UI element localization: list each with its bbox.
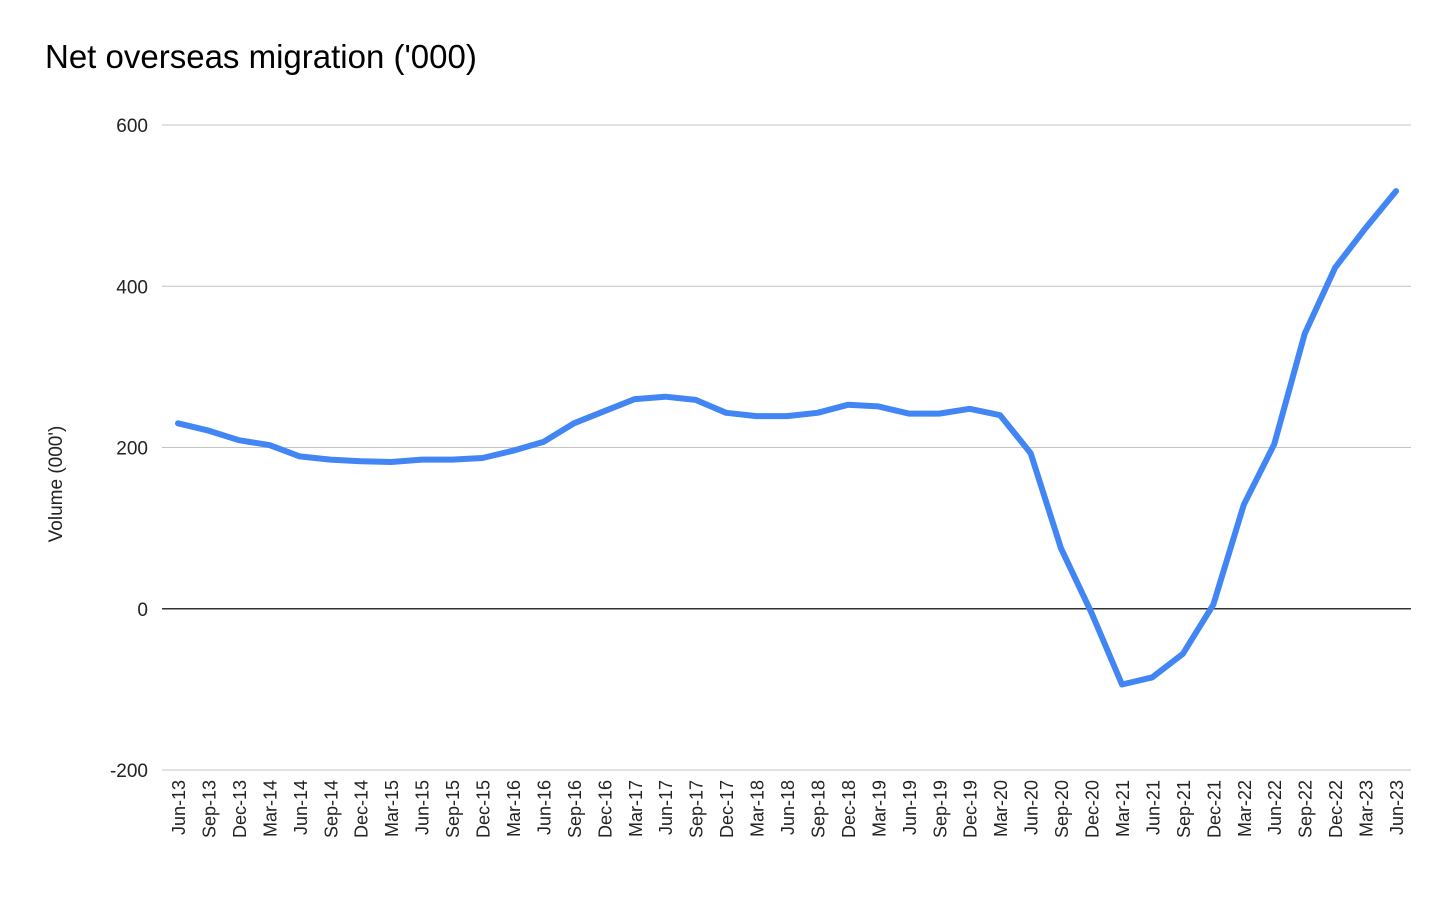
x-axis-ticks: Jun-13 Sep-13 Dec-13 Mar-14 Jun-14 Sep-14 Dec-… [169, 780, 1407, 838]
x-tick-label: Sep-16 [565, 780, 585, 838]
x-tick-label: Jun-13 [169, 780, 189, 835]
x-tick-label: Dec-18 [839, 780, 859, 838]
x-tick-label: Mar-22 [1235, 780, 1255, 837]
x-tick-label: Sep-13 [199, 780, 219, 838]
x-tick-label: Sep-14 [321, 780, 341, 838]
x-tick-label: Jun-23 [1387, 780, 1407, 835]
x-tick-label: Sep-19 [930, 780, 950, 838]
x-tick-label: Mar-21 [1113, 780, 1133, 837]
x-tick-label: Mar-16 [504, 780, 524, 837]
y-tick-label: 400 [116, 277, 148, 298]
x-tick-label: Jun-17 [656, 780, 676, 835]
x-tick-label: Dec-15 [474, 780, 494, 838]
x-tick-label: Jun-15 [413, 780, 433, 835]
x-tick-label: Jun-22 [1265, 780, 1285, 835]
x-tick-label: Mar-18 [748, 780, 768, 837]
x-tick-label: Sep-21 [1174, 780, 1194, 838]
x-tick-label: Dec-13 [230, 780, 250, 838]
x-tick-label: Jun-21 [1143, 780, 1163, 835]
x-tick-label: Dec-14 [352, 780, 372, 838]
y-axis-label: Volume (000') [46, 426, 67, 543]
x-tick-label: Dec-21 [1204, 780, 1224, 838]
y-tick-label: 600 [116, 116, 148, 137]
x-tick-label: Dec-16 [595, 780, 615, 838]
x-tick-label: Dec-17 [717, 780, 737, 838]
x-tick-label: Sep-17 [687, 780, 707, 838]
x-tick-label: Sep-20 [1052, 780, 1072, 838]
x-tick-label: Jun-18 [778, 780, 798, 835]
gridlines [162, 124, 1411, 771]
x-tick-label: Dec-22 [1326, 780, 1346, 838]
x-tick-label: Jun-14 [291, 780, 311, 835]
y-tick-label: 0 [137, 600, 148, 621]
x-tick-label: Mar-17 [626, 780, 646, 837]
y-tick-label: 200 [116, 439, 148, 460]
y-axis-ticks: -200 0 200 400 600 [110, 116, 148, 782]
x-tick-label: Mar-23 [1357, 780, 1377, 837]
x-tick-label: Mar-15 [382, 780, 402, 837]
x-tick-label: Jun-20 [1022, 780, 1042, 835]
x-tick-label: Sep-18 [808, 780, 828, 838]
x-tick-label: Mar-20 [991, 780, 1011, 837]
chart-title: Net overseas migration ('000) [45, 38, 477, 75]
x-tick-label: Sep-22 [1296, 780, 1316, 838]
x-tick-label: Sep-15 [443, 780, 463, 838]
x-tick-label: Jun-16 [534, 780, 554, 835]
x-tick-label: Mar-14 [260, 780, 280, 837]
x-tick-label: Mar-19 [869, 780, 889, 837]
series-line [175, 188, 1399, 688]
series-layer [175, 188, 1399, 688]
y-tick-label: -200 [110, 761, 148, 782]
x-tick-label: Dec-20 [1083, 780, 1103, 838]
x-tick-label: Jun-19 [900, 780, 920, 835]
x-tick-label: Dec-19 [961, 780, 981, 838]
